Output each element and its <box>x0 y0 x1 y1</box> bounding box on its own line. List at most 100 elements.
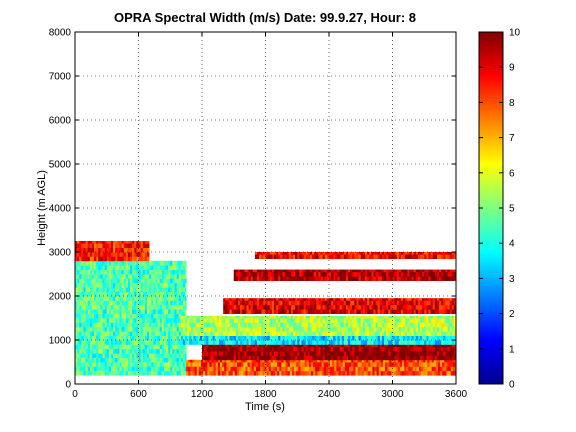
heat-cell <box>110 256 114 262</box>
heat-cell <box>251 359 255 363</box>
heat-cell <box>244 340 247 345</box>
heat-cell <box>244 331 247 336</box>
heat-cell <box>348 355 351 361</box>
heat-cell <box>293 335 296 341</box>
heat-cell <box>337 315 340 319</box>
heat-cell <box>91 335 95 341</box>
heat-cell <box>345 351 349 356</box>
heat-cell <box>316 355 319 361</box>
heat-cell <box>320 331 324 336</box>
heat-cell <box>91 304 95 310</box>
heat-cell <box>81 335 84 341</box>
heat-cell <box>134 366 137 372</box>
heat-cell <box>350 271 353 277</box>
heat-cell <box>203 362 206 367</box>
heat-cell <box>387 370 390 376</box>
heat-cell <box>261 335 264 341</box>
heat-cell <box>265 252 269 255</box>
heat-cell <box>320 271 324 277</box>
heat-cell <box>439 309 442 314</box>
heat-cell <box>166 318 169 323</box>
heat-cell <box>341 304 345 310</box>
heat-cell <box>343 271 347 277</box>
heat-cell <box>326 326 330 332</box>
heat-cell <box>362 309 366 314</box>
heat-cell <box>182 331 186 336</box>
heat-cell <box>390 276 393 281</box>
heat-cell <box>445 309 448 314</box>
heat-cell <box>157 282 161 288</box>
heat-cell <box>286 309 290 314</box>
heat-cell <box>373 340 376 345</box>
heat-cell <box>75 344 78 350</box>
heat-cell <box>318 300 321 306</box>
heat-cell <box>189 340 192 345</box>
heat-cell <box>85 318 89 323</box>
heat-cell <box>436 340 440 345</box>
heat-cell <box>446 362 449 367</box>
heat-cell <box>113 269 116 275</box>
heat-cell <box>98 318 101 323</box>
heat-cell <box>102 322 106 328</box>
heat-cell <box>130 357 133 363</box>
heat-cell <box>312 309 315 314</box>
heat-cell <box>203 370 206 376</box>
heat-cell <box>204 318 207 323</box>
heat-cell <box>333 271 336 277</box>
heat-cell <box>375 346 379 352</box>
heat-cell <box>353 362 356 367</box>
heat-cell <box>324 309 328 314</box>
heat-cell <box>176 296 180 301</box>
colorbar-tick-label: 9 <box>509 63 515 74</box>
heat-cell <box>341 254 345 259</box>
heat-cell <box>452 370 456 376</box>
heat-cell <box>257 335 260 341</box>
heat-cell <box>233 326 237 332</box>
heat-cell <box>125 256 129 262</box>
heat-cell <box>79 252 82 257</box>
heat-cell <box>172 353 175 358</box>
heat-cell <box>294 362 297 367</box>
heat-cell <box>367 269 370 273</box>
heat-cell <box>240 269 243 273</box>
heat-cell <box>130 344 133 350</box>
heat-cell <box>346 362 350 367</box>
heat-cell <box>278 252 281 255</box>
heat-cell <box>77 348 80 354</box>
heat-cell <box>278 326 281 332</box>
heat-cell <box>434 346 438 352</box>
heat-cell <box>215 366 219 372</box>
heat-cell <box>240 276 243 281</box>
heat-cell <box>379 300 383 306</box>
heat-cell <box>265 351 269 356</box>
heat-cell <box>77 252 80 257</box>
heat-cell <box>322 271 326 277</box>
heat-cell <box>246 340 249 345</box>
heat-cell <box>136 256 139 262</box>
heat-cell <box>170 269 173 275</box>
heat-cell <box>394 254 398 259</box>
heat-cell <box>436 269 440 273</box>
heat-cell <box>142 304 146 310</box>
heat-cell <box>237 318 241 323</box>
heat-cell <box>123 322 127 328</box>
heat-cell <box>430 315 434 319</box>
heat-cell <box>381 344 385 347</box>
heat-cell <box>426 315 429 319</box>
heat-cell <box>110 243 114 248</box>
heat-cell <box>290 300 294 306</box>
heat-cell <box>378 370 382 376</box>
heat-cell <box>172 291 175 297</box>
heat-cell <box>400 304 404 310</box>
heat-cell <box>250 300 254 306</box>
heat-cell <box>161 326 165 332</box>
heat-cell <box>85 309 89 314</box>
heat-cell <box>231 346 235 352</box>
heat-cell <box>215 359 219 363</box>
heat-cell <box>146 370 150 376</box>
heat-cell <box>271 340 275 345</box>
heat-cell <box>322 318 326 323</box>
heat-cell <box>237 304 241 310</box>
heat-cell <box>115 247 118 253</box>
heat-cell <box>221 355 224 361</box>
